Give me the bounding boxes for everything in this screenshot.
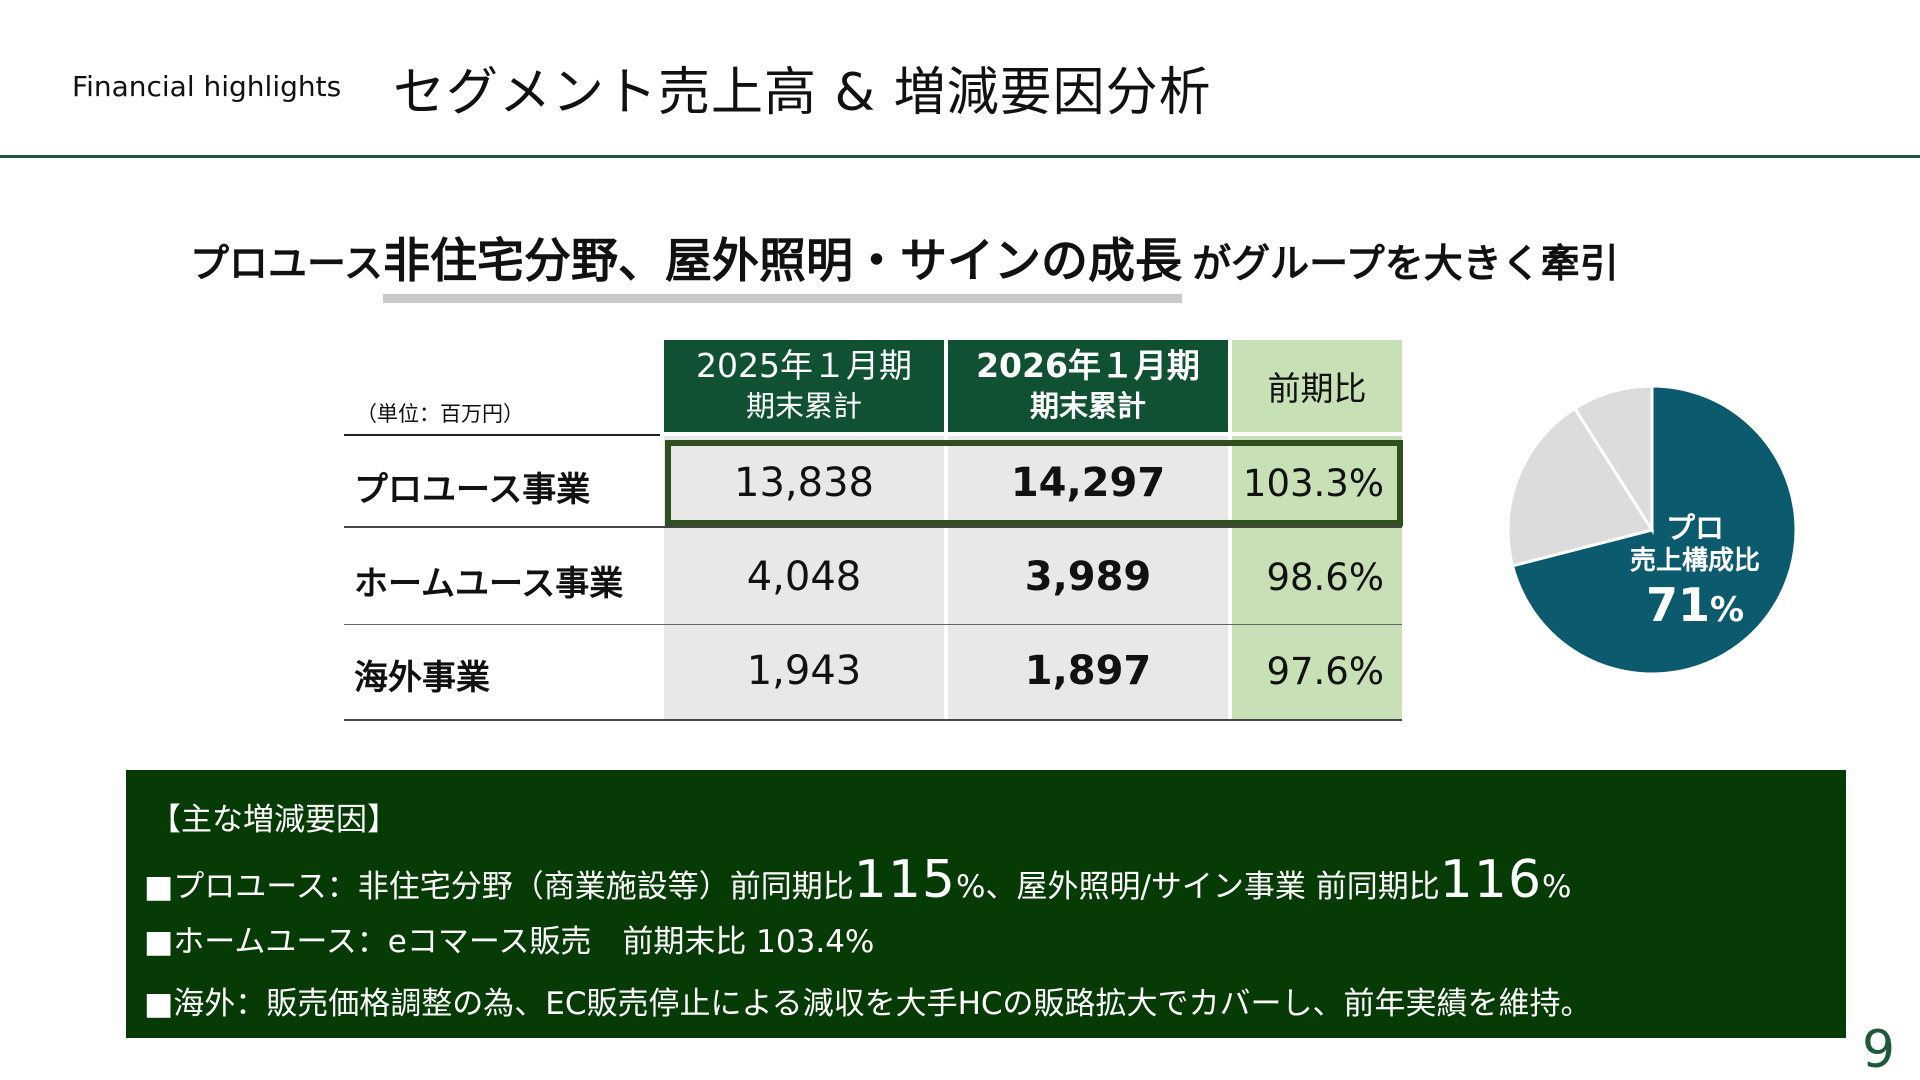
pie-value-unit: % [1709, 590, 1745, 630]
page-number: 9 [1862, 1020, 1896, 1080]
value-current: 3,989 [1024, 554, 1152, 600]
table-row: 海外事業 1,943 1,897 97.6% [344, 626, 1402, 718]
factor-pro-use-text-a: ■プロユース：非住宅分野（商業施設等）前同期比 [144, 869, 854, 905]
pie-label: プロ 売上構成比 71% [1600, 512, 1790, 638]
segment-sales-table: 2025年１月期 期末累計 2026年１月期 期末累計 前期比 プロユース事業 … [344, 340, 1403, 721]
value-prev: 13,838 [734, 460, 874, 506]
key-factors-box: 【主な増減要因】 ■プロユース：非住宅分野（商業施設等）前同期比115%、屋外照… [126, 770, 1846, 1038]
pie-value: 71% [1600, 577, 1790, 638]
value-current: 1,897 [1024, 648, 1152, 694]
unit-note: （単位：百万円） [356, 402, 524, 426]
value-ratio: 98.6% [1266, 556, 1384, 599]
header-divider [0, 155, 1920, 158]
factor-pro-use: ■プロユース：非住宅分野（商業施設等）前同期比115%、屋外照明/サイン事業 前… [144, 850, 1572, 910]
header-ratio: 前期比 [1232, 340, 1402, 432]
header-cur-line1: 2026年１月期 [976, 346, 1200, 385]
pie-slice-2 [1572, 384, 1654, 536]
value-prev: 1,943 [746, 648, 862, 694]
factor-overseas: ■海外：販売価格調整の為、EC販売停止による減収を大手HCの販路拡大でカバーし、… [144, 986, 1592, 1022]
page-title: セグメント売上高 & 増減要因分析 [393, 63, 1212, 123]
table-rule-top [344, 434, 660, 436]
factors-title: 【主な増減要因】 [150, 802, 398, 838]
table-row: ホームユース事業 4,048 3,989 98.6% [344, 528, 1402, 624]
table-rule-1 [344, 526, 1402, 528]
table-rule-bottom [344, 719, 1402, 721]
factor-pro-use-num2: 116 [1439, 850, 1543, 910]
value-ratio: 97.6% [1266, 650, 1384, 693]
row-label: プロユース事業 [354, 470, 591, 510]
factor-pro-use-text-b: %、屋外照明/サイン事業 前同期比 [956, 869, 1440, 905]
column-bg-prev [664, 436, 944, 720]
value-current: 14,297 [1010, 460, 1166, 506]
row-label: 海外事業 [354, 658, 490, 698]
headline: プロユース非住宅分野、屋外照明・サインの成長 がグループを大きく牽引 [190, 222, 1619, 303]
pie-value-number: 71 [1645, 578, 1710, 632]
factor-home-use: ■ホームユース：eコマース販売 前期末比 103.4% [144, 924, 875, 960]
factor-pro-use-num1: 115 [853, 850, 957, 910]
header-prev-period: 2025年１月期 期末累計 [664, 340, 944, 432]
value-prev: 4,048 [746, 554, 862, 600]
value-ratio: 103.3% [1242, 462, 1384, 505]
header-prev-line2: 期末累計 [745, 389, 862, 423]
pie-chart [1506, 384, 1798, 676]
section-label: Financial highlights [72, 70, 342, 103]
header-cur-line2: 期末累計 [1029, 389, 1146, 423]
headline-part1: プロユース [190, 242, 384, 287]
slide-header: Financial highlights セグメント売上高 & 増減要因分析 [0, 0, 1920, 158]
header-current-period: 2026年１月期 期末累計 [948, 340, 1228, 432]
pie-slice-1 [1506, 406, 1655, 568]
headline-emphasis: 非住宅分野、屋外照明・サインの成長 [383, 222, 1183, 303]
headline-part3: がグループを大きく牽引 [1192, 242, 1619, 287]
column-bg-current [948, 436, 1228, 720]
pie-slice-0 [1510, 384, 1798, 676]
pie-chart-svg [1506, 384, 1798, 676]
table-rule-2 [344, 624, 1402, 625]
table-row: プロユース事業 13,838 14,297 103.3% [344, 442, 1402, 526]
highlight-box-pro-use [665, 440, 1403, 526]
row-label: ホームユース事業 [354, 564, 624, 604]
header-prev-line1: 2025年１月期 [696, 346, 912, 385]
pie-label-line2: 売上構成比 [1629, 546, 1760, 576]
pie-label-line1: プロ [1665, 511, 1724, 545]
column-bg-ratio [1232, 436, 1402, 720]
factor-pro-use-text-c: % [1542, 869, 1572, 905]
